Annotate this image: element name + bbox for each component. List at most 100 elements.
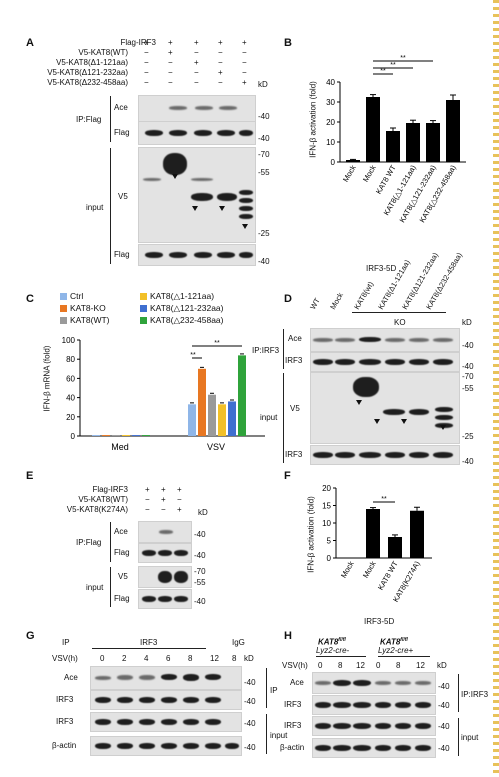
ko-label: KO (394, 318, 406, 327)
marker: -40 (194, 597, 206, 606)
blot-flag-input (138, 589, 192, 609)
time-point: 12 (356, 661, 365, 670)
panel-label-c: C (26, 293, 34, 305)
bar (386, 131, 400, 162)
marker: -25 (462, 432, 474, 441)
bar (102, 435, 110, 436)
arrowhead-marker (192, 206, 198, 211)
condition-sign: + (168, 38, 173, 47)
x-tick-label: KAT8(△232-458aa) (418, 163, 458, 224)
condition-label: Flag-IRF3 (120, 38, 156, 47)
marker: -40 (244, 743, 256, 752)
blot-flag-ip (138, 543, 192, 563)
bar (188, 404, 196, 436)
condition-label: Flag-IRF3 (92, 485, 128, 494)
blot-label-ace: Ace (114, 103, 128, 112)
condition-sign: + (242, 38, 247, 47)
column-header: WT (308, 296, 322, 311)
figure-edge-stripe (493, 0, 499, 777)
condition-sign: − (218, 58, 223, 67)
marker: -25 (258, 229, 270, 238)
condition-label: V5-KAT8(Δ1-121aa) (56, 58, 128, 67)
ko-bracket (352, 312, 446, 313)
arrowhead-marker (172, 174, 178, 179)
chart-b-footer: IRF3-5D (366, 264, 397, 273)
condition-sign: − (144, 58, 149, 67)
y-tick-label: 15 (322, 502, 331, 511)
blot-label-ace: Ace (114, 527, 128, 536)
condition-sign: − (144, 78, 149, 87)
condition-sign: − (194, 78, 199, 87)
condition-sign: + (218, 68, 223, 77)
bar (132, 435, 140, 436)
condition-sign: + (242, 78, 247, 87)
condition-sign: − (144, 68, 149, 77)
time-point: 8 (188, 654, 193, 663)
blot-irf3-input (90, 712, 242, 732)
blot-label-v5: V5 (290, 404, 300, 413)
condition-sign: + (218, 38, 223, 47)
arrowhead-marker (401, 419, 407, 424)
blot-label-ace: Ace (290, 678, 304, 687)
bracket (266, 668, 267, 708)
legend-label: KAT8(△232-458aa) (150, 315, 224, 325)
marker: -40 (244, 678, 256, 687)
time-point: 2 (122, 654, 127, 663)
igg-header: IgG (232, 638, 245, 647)
bracket (110, 96, 111, 142)
condition-sign: − (145, 505, 150, 514)
bar (92, 435, 100, 436)
significance-mark: ** (214, 340, 220, 347)
bar (198, 368, 206, 436)
condition-label: V5-KAT8(K274A) (66, 505, 128, 514)
condition-sign: + (161, 485, 166, 494)
time-point: 8 (396, 661, 401, 670)
bar (122, 435, 130, 436)
legend-label: KAT8(WT) (70, 315, 110, 325)
group-input: input (260, 413, 278, 422)
blot-label-irf3: IRF3 (284, 700, 302, 709)
condition-label: V5-KAT8(Δ121-232aa) (47, 68, 128, 77)
condition-sign: + (177, 505, 182, 514)
marker: -55 (194, 578, 206, 587)
condition-sign: + (177, 485, 182, 494)
blot-irf3-ip (312, 695, 436, 715)
blot-v5 (138, 566, 192, 588)
x-tick-label: Mock (361, 559, 378, 579)
x-tick-label: KAT8 WT (376, 559, 400, 592)
blot-actin (90, 736, 242, 756)
blot-label-ace: Ace (64, 673, 78, 682)
vsv-label: VSV(h) (52, 654, 78, 663)
blot-label-v5: V5 (118, 572, 128, 581)
condition-sign: + (168, 48, 173, 57)
bar (388, 537, 402, 558)
legend-swatch (60, 317, 67, 324)
ip-label: IP (62, 638, 70, 647)
condition-sign: + (194, 58, 199, 67)
chart-f-footer: IRF3-5D (364, 617, 395, 626)
significance-mark: ** (400, 55, 406, 62)
y-tick-label: 60 (66, 374, 75, 383)
condition-sign: − (144, 48, 149, 57)
bracket (110, 148, 111, 264)
condition-sign: + (144, 38, 149, 47)
marker: -40 (438, 722, 450, 731)
blot-flag-ip (138, 121, 256, 145)
bar (208, 394, 216, 436)
bar (366, 97, 380, 162)
blot-label-irf3-input: IRF3 (284, 721, 302, 730)
bracket (458, 718, 459, 756)
genotype-bracket (378, 656, 430, 657)
condition-sign: − (194, 68, 199, 77)
panel-label-e: E (26, 470, 34, 482)
blot-label-flag-input: Flag (114, 594, 130, 603)
group-ip: IP (270, 686, 278, 695)
legend-swatch (140, 317, 147, 324)
kd-label: kD (258, 80, 268, 89)
arrowhead-marker (242, 224, 248, 229)
time-point: 6 (166, 654, 171, 663)
bar (112, 435, 120, 436)
marker: -70 (462, 372, 474, 381)
